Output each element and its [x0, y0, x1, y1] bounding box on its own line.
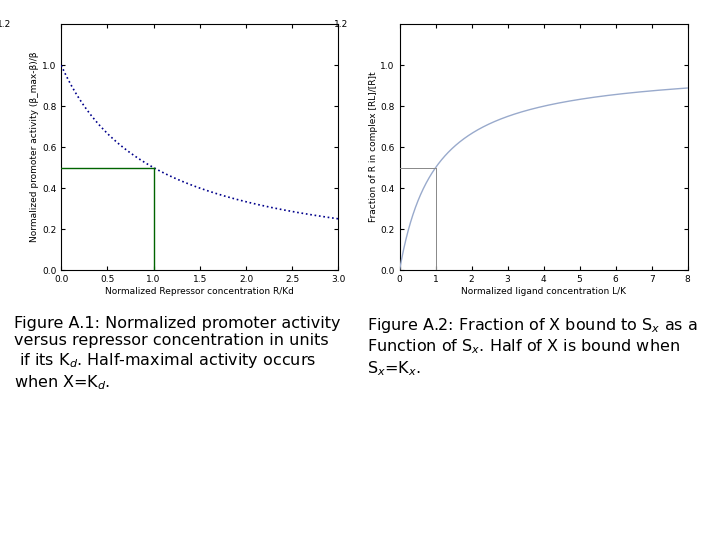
Y-axis label: Normalized promoter activity (β_max-β)/β: Normalized promoter activity (β_max-β)/β [30, 52, 39, 242]
Y-axis label: Fraction of R in complex [RL]/[R]t: Fraction of R in complex [RL]/[R]t [369, 72, 377, 222]
X-axis label: Normalized Repressor concentration R/Kd: Normalized Repressor concentration R/Kd [105, 287, 294, 295]
X-axis label: Normalized ligand concentration L/K: Normalized ligand concentration L/K [461, 287, 626, 295]
Text: 1.2: 1.2 [333, 20, 348, 29]
Text: 1.2: 1.2 [0, 20, 12, 29]
Text: Figure A.1: Normalized promoter activity
versus repressor concentration in units: Figure A.1: Normalized promoter activity… [14, 316, 341, 392]
Text: Figure A.2: Fraction of X bound to S$_{x}$ as a
Function of S$_{x}$. Half of X i: Figure A.2: Fraction of X bound to S$_{x… [367, 316, 698, 378]
